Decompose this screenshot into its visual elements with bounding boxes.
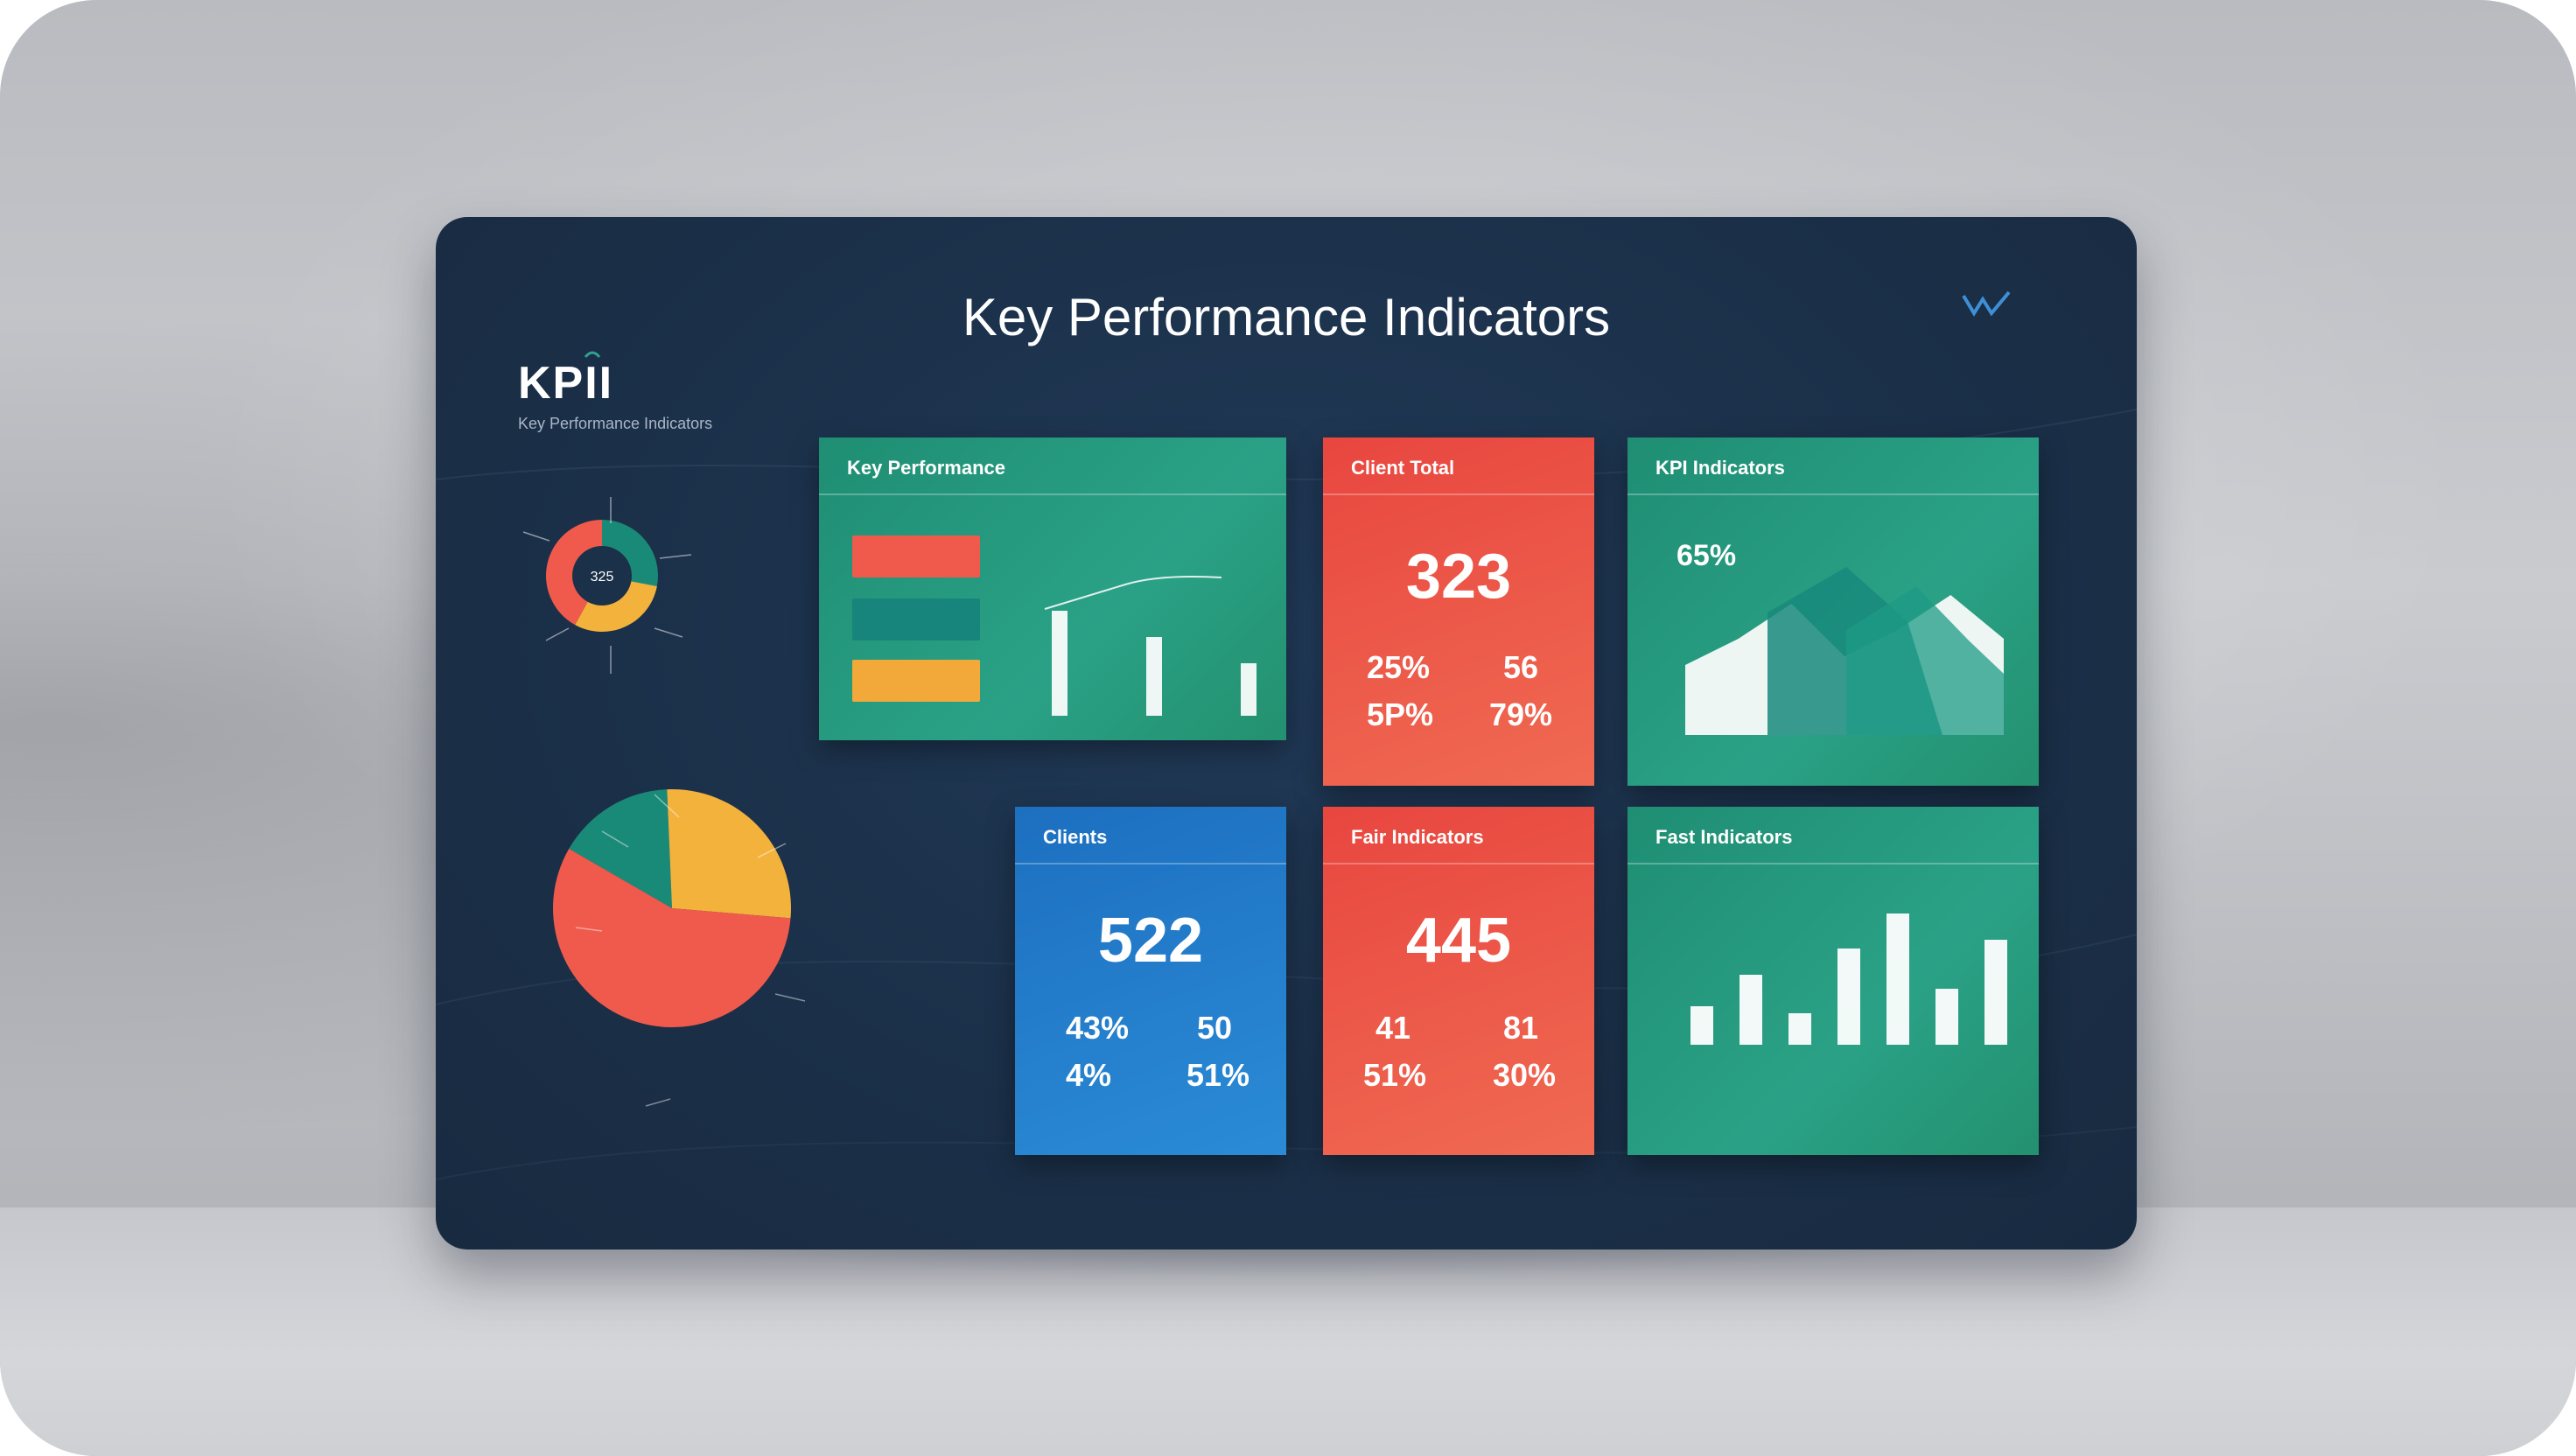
card-divider bbox=[1323, 494, 1594, 495]
card-kpi-indicators[interactable]: KPI Indicators 65% bbox=[1628, 438, 2039, 786]
kpi-stat: 81 bbox=[1503, 1010, 1539, 1046]
kpi-value: 445 bbox=[1405, 906, 1512, 976]
kpi-stat: 43% bbox=[1066, 1010, 1130, 1046]
area-chart bbox=[1685, 567, 2004, 735]
chart-bar bbox=[1838, 948, 1860, 1045]
chart-bar bbox=[1690, 1006, 1713, 1045]
pie-slice bbox=[667, 789, 791, 919]
card-key-performance[interactable]: Key Performance bbox=[819, 438, 1286, 740]
legend-chip bbox=[852, 536, 980, 578]
card-fair-indicators[interactable]: Fair Indicators 445 41 81 51% 30% bbox=[1323, 807, 1594, 1155]
legend-chip bbox=[852, 598, 980, 640]
card-title: Key Performance bbox=[847, 457, 1005, 479]
card-title: KPI Indicators bbox=[1656, 457, 1785, 479]
card-title: Clients bbox=[1043, 826, 1108, 848]
card-client-total[interactable]: Client Total 323 25% 56 5P% 79% bbox=[1323, 438, 1594, 786]
chart-bar bbox=[1052, 611, 1068, 716]
chart-bar bbox=[1788, 1013, 1811, 1045]
wifi-icon bbox=[583, 346, 602, 365]
card-divider bbox=[1628, 494, 2039, 495]
donut-leader-lines bbox=[522, 497, 692, 674]
pie-slice bbox=[569, 789, 672, 908]
kpi-stat: 50 bbox=[1197, 1010, 1233, 1046]
card-title: Fair Indicators bbox=[1351, 826, 1484, 848]
kpi-value: 323 bbox=[1405, 542, 1512, 612]
bar-line-chart bbox=[1044, 576, 1256, 716]
chart-bar bbox=[1984, 940, 2007, 1045]
brand-logo: KPII bbox=[518, 358, 614, 409]
kpi-stat: 4% bbox=[1066, 1057, 1112, 1093]
bar-chart bbox=[1690, 914, 2007, 1045]
pie-chart bbox=[553, 789, 791, 1027]
donut-chart: 325 bbox=[546, 520, 658, 632]
chart-bar bbox=[1241, 663, 1256, 716]
kpi-stat: 51% bbox=[1186, 1057, 1250, 1093]
card-divider bbox=[1323, 863, 1594, 864]
kpi-stat: 41 bbox=[1376, 1010, 1411, 1046]
kpi-stat: 5P% bbox=[1367, 696, 1434, 732]
card-title: Fast Indicators bbox=[1656, 826, 1793, 848]
chart-bar bbox=[1740, 975, 1762, 1045]
page-title: Key Performance Indicators bbox=[962, 288, 1611, 346]
brand-subtitle: Key Performance Indicators bbox=[518, 415, 713, 432]
kpi-stat: 25% bbox=[1367, 649, 1431, 685]
card-fast-indicators[interactable]: Fast Indicators bbox=[1628, 807, 2039, 1155]
pie-slice bbox=[553, 849, 791, 1027]
legend-chip bbox=[852, 660, 980, 702]
pie-leader-lines bbox=[575, 794, 806, 1107]
chart-bar bbox=[1886, 914, 1909, 1045]
chart-bar bbox=[1146, 637, 1162, 716]
card-divider bbox=[1628, 863, 2039, 864]
card-divider bbox=[819, 494, 1286, 495]
card-clients[interactable]: Clients 522 43% 50 4% 51% bbox=[1015, 807, 1286, 1155]
kpi-stat: 51% bbox=[1363, 1057, 1427, 1093]
activity-icon bbox=[1960, 287, 2012, 326]
kpi-value: 65% bbox=[1676, 539, 1737, 572]
kpi-value: 522 bbox=[1097, 906, 1204, 976]
card-title: Client Total bbox=[1351, 457, 1455, 479]
chart-bar bbox=[1936, 989, 1958, 1045]
kpi-stat: 79% bbox=[1489, 696, 1553, 732]
kpi-dashboard-board: Key Performance Indicators KPII Key Perf… bbox=[436, 217, 2137, 1250]
donut-center-label: 325 bbox=[591, 570, 614, 584]
card-divider bbox=[1015, 863, 1286, 864]
kpi-stat: 30% bbox=[1493, 1057, 1557, 1093]
kpi-stat: 56 bbox=[1503, 649, 1539, 685]
